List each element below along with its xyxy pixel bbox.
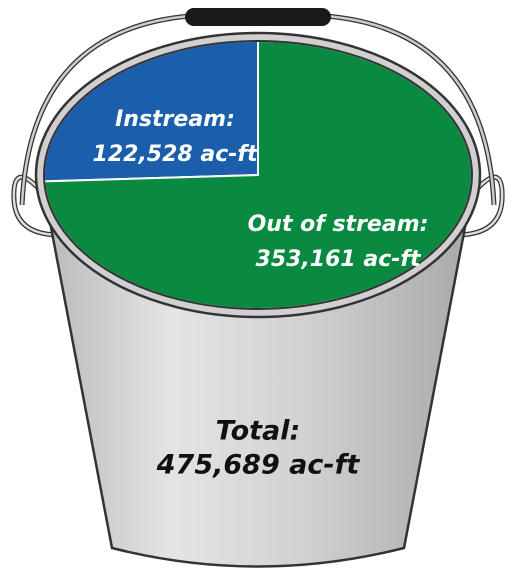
chart: Total: 475,689 ac-ft Instream: 122,528 ac… [0, 0, 516, 576]
slice-value: 122,528 ac-ft [93, 142, 259, 167]
slice-label: Out of stream: [248, 212, 429, 237]
slice-label: Instream: [115, 107, 235, 132]
total-value: 475,689 ac-ft [156, 450, 361, 481]
total-label: Total: [216, 416, 301, 447]
slice-value: 353,161 ac-ft [256, 247, 422, 272]
